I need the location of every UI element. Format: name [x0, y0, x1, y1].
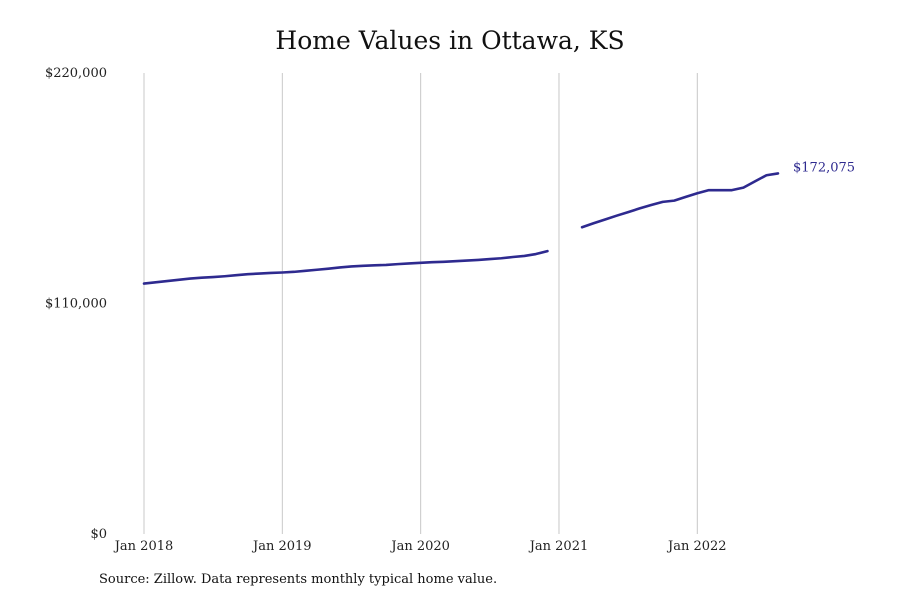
grid-lines	[143, 73, 698, 534]
chart-source-note: Source: Zillow. Data represents monthly …	[99, 572, 498, 587]
x-tick-label: Jan 2022	[666, 539, 727, 554]
y-tick-label: $0	[90, 527, 107, 542]
x-tick-label: Jan 2018	[113, 539, 174, 554]
y-tick-label: $110,000	[45, 297, 107, 312]
x-tick-label: Jan 2020	[389, 539, 450, 554]
x-tick-label: Jan 2019	[251, 539, 312, 554]
y-axis-ticks: $0 $110,000 $220,000	[45, 66, 107, 542]
chart-title: Home Values in Ottawa, KS	[275, 26, 625, 55]
series-line-segment	[142, 249, 549, 285]
end-value-label: $172,075	[793, 160, 855, 175]
data-labels: $172,075	[793, 160, 855, 175]
x-axis-ticks: Jan 2018 Jan 2019 Jan 2020 Jan 2021 Jan 2022	[113, 539, 727, 554]
x-tick-label: Jan 2021	[528, 539, 589, 554]
series-line-segment	[580, 172, 780, 229]
y-tick-label: $220,000	[45, 66, 107, 81]
series-lines	[142, 172, 780, 285]
